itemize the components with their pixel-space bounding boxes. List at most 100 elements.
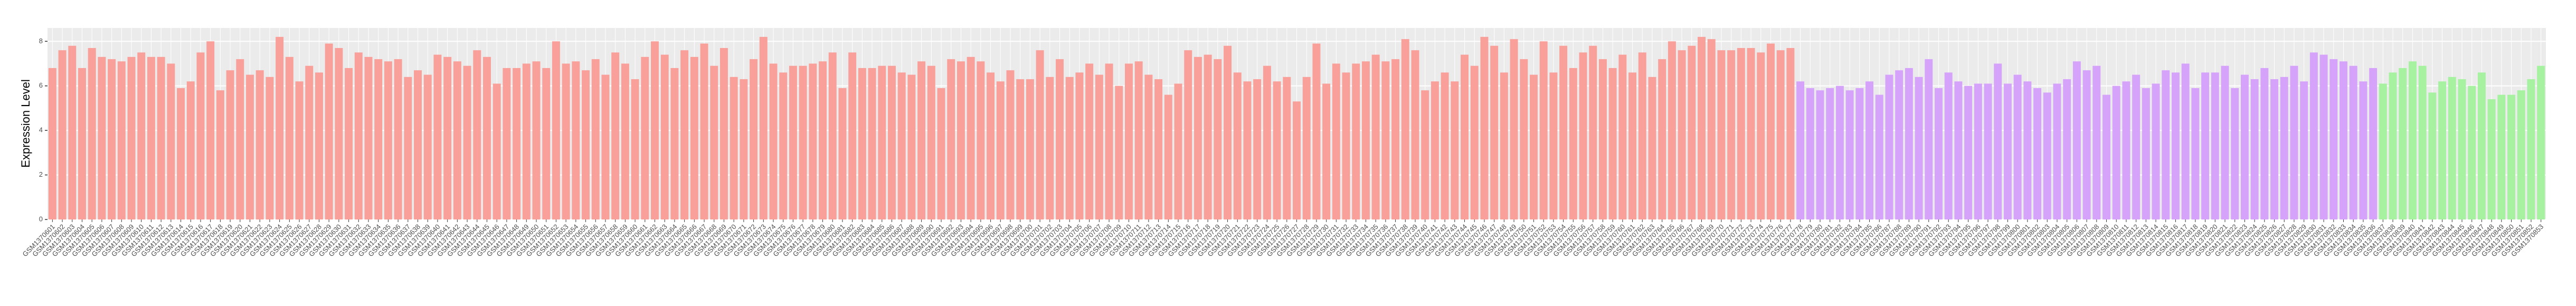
bar [48,68,56,219]
y-tick-label: 8 [39,37,43,45]
bar [1994,63,2002,219]
bar [848,52,857,219]
bar [88,47,96,219]
bar [1105,63,1113,219]
bar [1391,59,1400,220]
bar [1905,68,1913,219]
bar [1056,59,1064,220]
y-tick-label: 0 [39,215,43,223]
bar [1529,74,1538,220]
bar [1816,90,1824,219]
bar [1046,77,1054,219]
bar [888,65,896,220]
bar [2507,94,2516,219]
bar [423,74,432,220]
bar [1283,77,1291,219]
bar [1539,41,1548,219]
bar [453,61,461,219]
bar [977,61,985,219]
bar [414,70,422,219]
bar [2319,54,2328,220]
bar [819,61,827,219]
bar [1016,79,1025,219]
bar [2428,92,2437,219]
bar [1174,83,1182,219]
y-tick-label: 4 [39,126,43,134]
bar [1293,101,1301,219]
bar [78,68,86,219]
bar [690,56,698,219]
bar [2023,81,2032,220]
bar [2181,63,2190,219]
bar [740,79,748,219]
bar [1549,72,1558,219]
bar [572,61,580,219]
bar [1194,56,1202,219]
bar [2191,88,2200,219]
bar [255,70,264,219]
bar [1618,54,1627,220]
bar [1263,65,1271,220]
bar [1954,81,1963,220]
bar [2340,61,2347,219]
bar [2082,70,2091,219]
bar [246,74,254,220]
bar [611,52,620,219]
bar [1441,72,1449,219]
bar [1371,54,1380,220]
y-tick-label: 2 [39,170,43,178]
bar [2300,81,2308,220]
bar [2103,94,2110,219]
bar [1707,39,1716,220]
bar [1026,79,1034,219]
bar [1352,63,1360,219]
bar [947,59,955,220]
bar [1737,47,1745,219]
bar [137,52,146,219]
bar [917,61,926,219]
bar [641,56,649,219]
bar [266,77,274,219]
bar [858,68,866,219]
bar [1865,81,1874,220]
bar [1776,50,1785,220]
bar [285,56,293,219]
bar [1500,72,1508,219]
bar [295,81,304,220]
bar [2033,88,2042,219]
bar [2537,65,2545,220]
bar [2280,77,2288,219]
bar [1164,94,1172,219]
bar [2053,83,2061,219]
bar [1115,85,1123,219]
bar [1144,74,1153,220]
bar [522,63,531,219]
bar [1658,59,1666,220]
bar [660,54,669,220]
bar [1332,63,1340,219]
bar [1678,50,1686,220]
bar [1766,43,1775,219]
bar [1381,61,1390,219]
bar [2497,94,2506,219]
bar [226,70,234,219]
bar [2399,68,2407,219]
bar [2122,81,2130,220]
bar [2221,65,2229,220]
bar [552,41,560,219]
bar [186,81,195,220]
bar [1224,45,1232,219]
bar [1085,63,1094,219]
bar [2458,79,2466,219]
bar [1243,81,1252,220]
bar [1461,54,1469,220]
bar [591,59,600,220]
bar [2112,85,2120,219]
bar [1579,52,1587,219]
bar [1806,88,1814,219]
bar [967,56,975,219]
bar [1154,79,1163,219]
bar [2329,59,2338,220]
bar [1451,81,1459,220]
bar [1935,88,1943,219]
